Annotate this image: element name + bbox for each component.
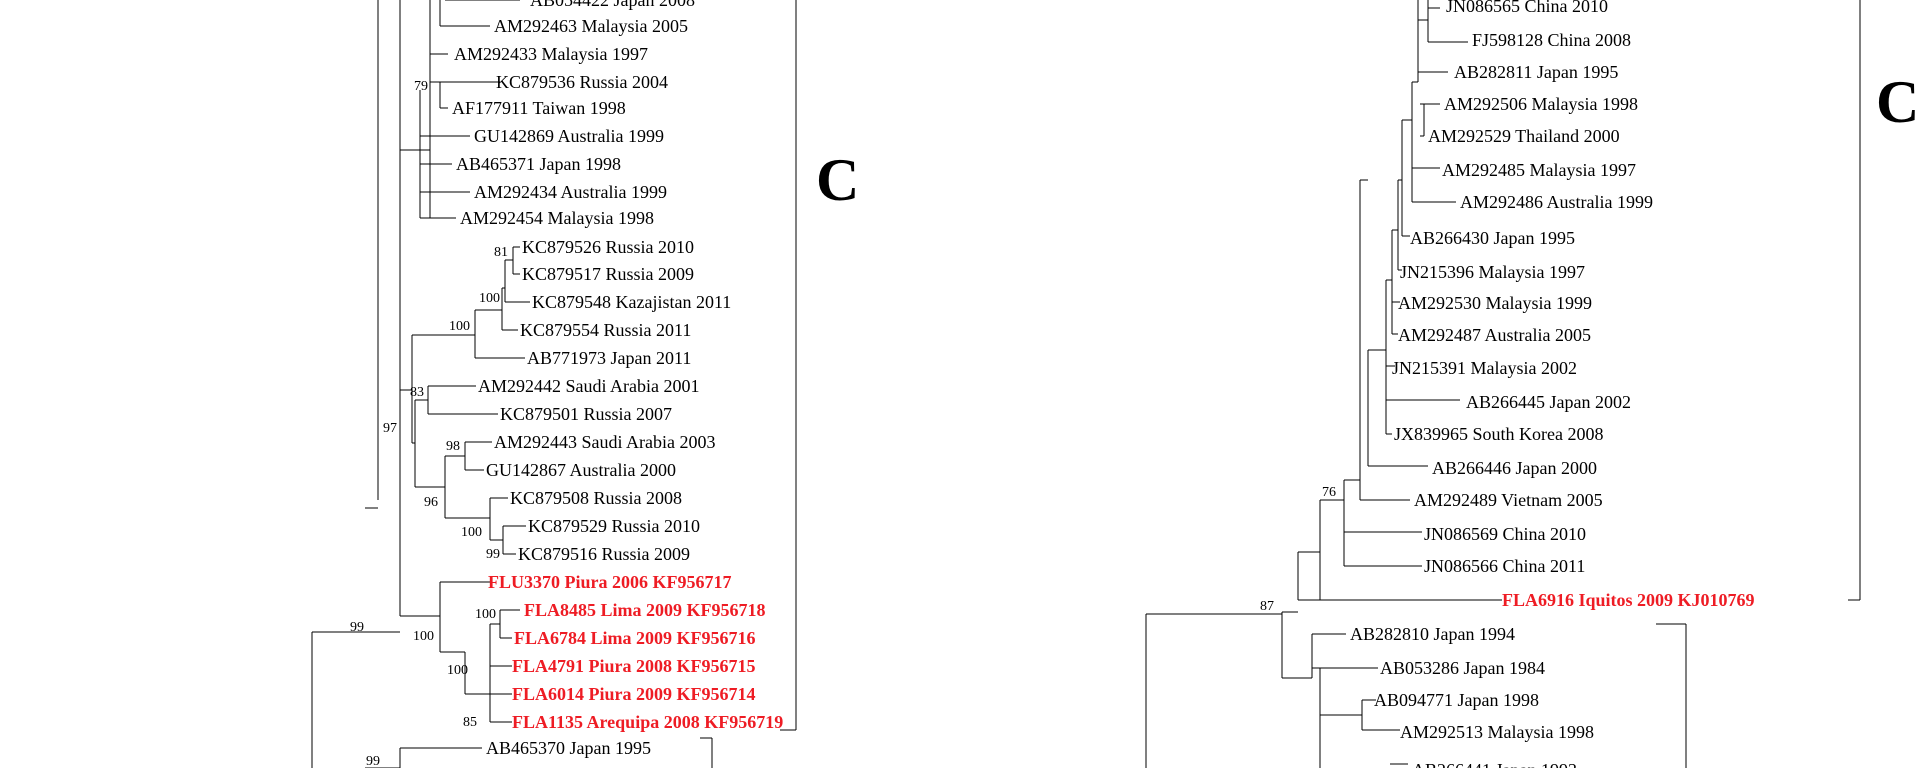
leaf-label: FLU3370 Piura 2006 KF956717 [488, 572, 732, 592]
clade-label: C [816, 147, 859, 213]
bootstrap-value: 100 [413, 629, 434, 644]
bootstrap-value: 96 [424, 495, 438, 510]
leaf-label: KC879516 Russia 2009 [518, 544, 690, 564]
leaf-label: FLA6784 Lima 2009 KF956716 [514, 628, 756, 648]
leaf-label: AM292433 Malaysia 1997 [454, 44, 648, 64]
bootstrap-value: 100 [461, 525, 482, 540]
leaf-label: AF177911 Taiwan 1998 [452, 98, 626, 118]
bootstrap-value: 100 [479, 291, 500, 306]
leaf-label: JN086569 China 2010 [1424, 524, 1586, 544]
leaf-label: KC879529 Russia 2010 [528, 516, 700, 536]
leaf-label: FJ598128 China 2008 [1472, 30, 1631, 50]
leaf-label: AM292434 Australia 1999 [474, 182, 667, 202]
leaf-label: AM292513 Malaysia 1998 [1400, 722, 1594, 742]
bootstrap-value: 83 [410, 385, 424, 400]
leaf-label: AB465370 Japan 1995 [486, 738, 651, 758]
leaf-label: AM292530 Malaysia 1999 [1398, 293, 1592, 313]
leaf-label: JX839965 South Korea 2008 [1394, 424, 1604, 444]
leaf-label: FLA6916 Iquitos 2009 KJ010769 [1502, 590, 1755, 610]
bootstrap-value: 87 [1260, 599, 1274, 614]
leaf-label: JN215391 Malaysia 2002 [1392, 358, 1577, 378]
leaf-label: AB266445 Japan 2002 [1466, 392, 1631, 412]
leaf-label: AB465371 Japan 1998 [456, 154, 621, 174]
leaf-label: KC879508 Russia 2008 [510, 488, 682, 508]
leaf-label: GU142867 Australia 2000 [486, 460, 676, 480]
leaf-label: AB094771 Japan 1998 [1374, 690, 1539, 710]
leaf-label: KC879554 Russia 2011 [520, 320, 691, 340]
leaf-label: AB266430 Japan 1995 [1410, 228, 1575, 248]
leaf-label: AM292489 Vietnam 2005 [1414, 490, 1603, 510]
leaf-label: JN215396 Malaysia 1997 [1400, 262, 1585, 282]
leaf-label: AM292486 Australia 1999 [1460, 192, 1653, 212]
bootstrap-value: 98 [446, 439, 460, 454]
bootstrap-value: 99 [366, 754, 380, 768]
leaf-label: AM292487 Australia 2005 [1398, 325, 1591, 345]
leaf-label: AM292442 Saudi Arabia 2001 [478, 376, 699, 396]
bootstrap-value: 99 [350, 620, 364, 635]
leaf-label: AM292454 Malaysia 1998 [460, 208, 654, 228]
leaf-label: AB266446 Japan 2000 [1432, 458, 1597, 478]
leaf-label: AM292463 Malaysia 2005 [494, 16, 688, 36]
leaf-label: AM292506 Malaysia 1998 [1444, 94, 1638, 114]
leaf-label: JN086566 China 2011 [1424, 556, 1585, 576]
leaf-label: AB282811 Japan 1995 [1454, 62, 1618, 82]
tree-labels: AB054422 Japan 2008 AM292463 Malaysia 200… [350, 0, 1919, 768]
leaf-label: AB266441 Japan 1993 [1412, 760, 1577, 768]
tree-branches [311, 0, 1861, 768]
leaf-label: AB771973 Japan 2011 [527, 348, 691, 368]
bootstrap-value: 97 [383, 421, 397, 436]
bootstrap-value: 76 [1322, 485, 1336, 500]
bootstrap-value: 79 [414, 79, 428, 94]
leaf-label: FLA6014 Piura 2009 KF956714 [512, 684, 756, 704]
leaf-label: KC879517 Russia 2009 [522, 264, 694, 284]
leaf-label: GU142869 Australia 1999 [474, 126, 664, 146]
leaf-label: KC879526 Russia 2010 [522, 237, 694, 257]
clade-label: C [1876, 69, 1919, 135]
bootstrap-value: 100 [449, 319, 470, 334]
leaf-label: AB282810 Japan 1994 [1350, 624, 1515, 644]
leaf-label: AM292529 Thailand 2000 [1428, 126, 1620, 146]
leaf-label: FLA4791 Piura 2008 KF956715 [512, 656, 756, 676]
bootstrap-value: 100 [447, 663, 468, 678]
bootstrap-value: 81 [494, 245, 508, 260]
leaf-label: FLA1135 Arequipa 2008 KF956719 [512, 712, 783, 732]
bootstrap-value: 85 [463, 715, 477, 730]
leaf-label: KC879548 Kazajistan 2011 [532, 292, 731, 312]
leaf-label: FLA8485 Lima 2009 KF956718 [524, 600, 766, 620]
leaf-label: AM292485 Malaysia 1997 [1442, 160, 1636, 180]
bootstrap-value: 99 [486, 547, 500, 562]
leaf-label: KC879536 Russia 2004 [496, 72, 668, 92]
leaf-label-partial: AB054422 Japan 2008 [530, 0, 695, 10]
leaf-label: KC879501 Russia 2007 [500, 404, 672, 424]
leaf-label: AB053286 Japan 1984 [1380, 658, 1545, 678]
leaf-label: AM292443 Saudi Arabia 2003 [494, 432, 715, 452]
leaf-label: JN086565 China 2010 [1446, 0, 1608, 16]
bootstrap-value: 100 [475, 607, 496, 622]
